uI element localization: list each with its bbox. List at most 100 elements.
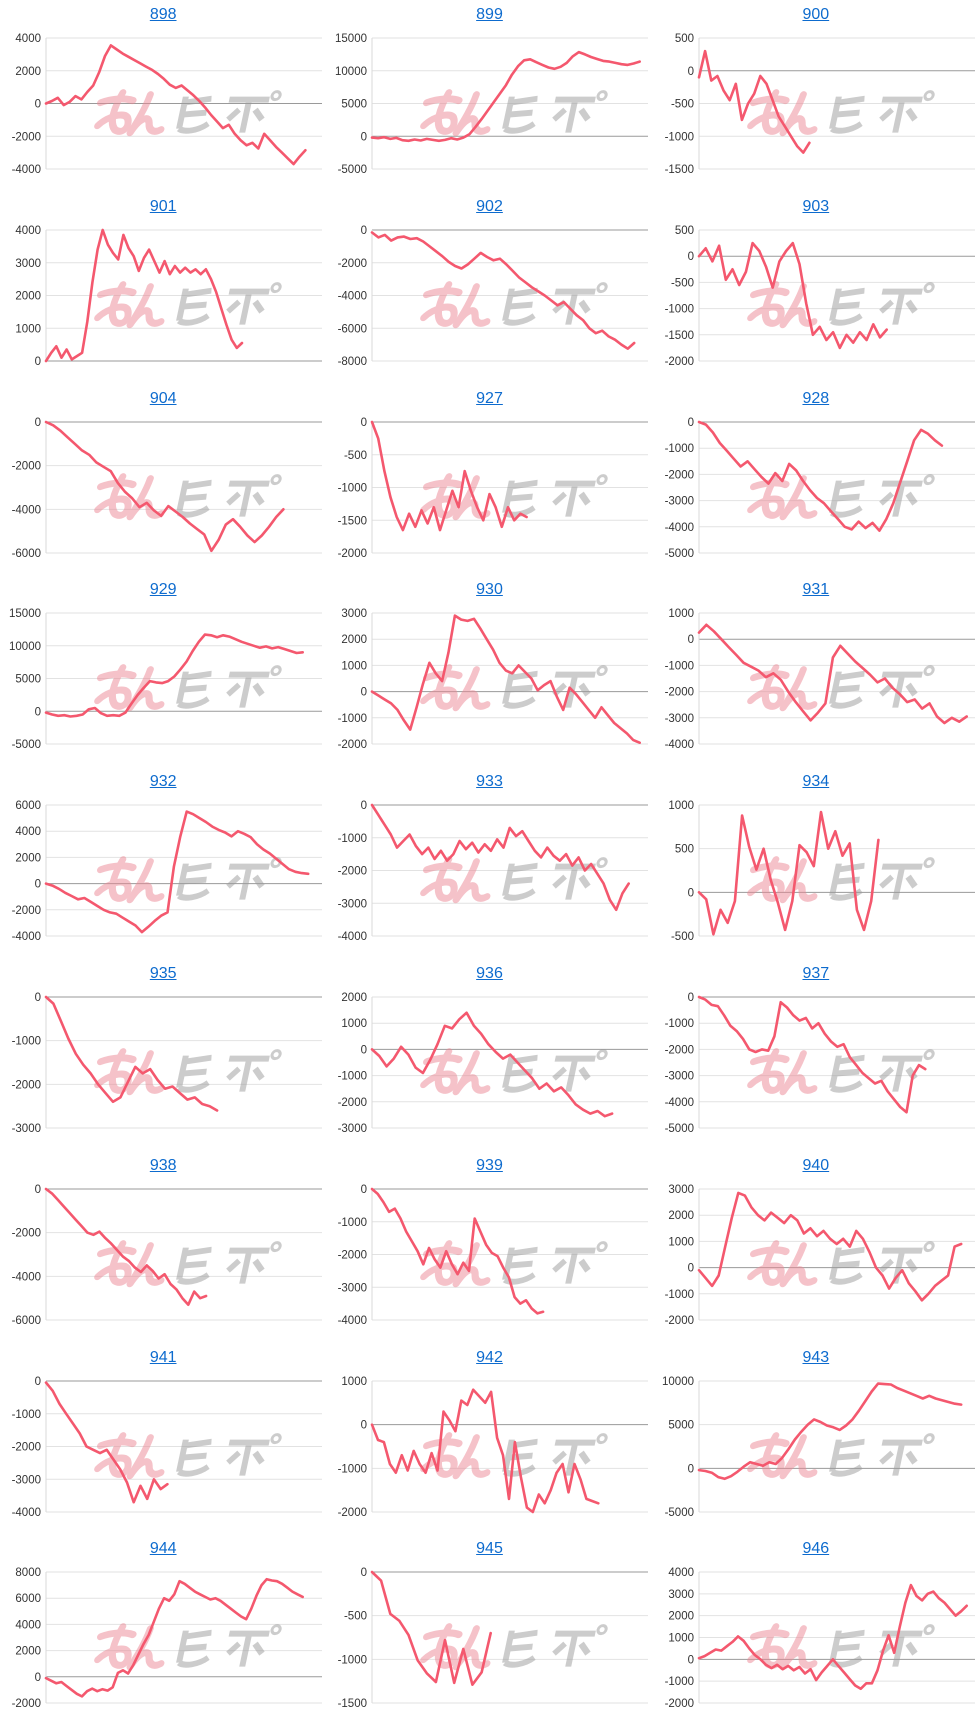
- chart-title-link[interactable]: 938: [149, 1156, 177, 1174]
- chart-title-link[interactable]: 944: [149, 1540, 177, 1558]
- chart-title-link[interactable]: 932: [149, 773, 177, 791]
- watermark-pink-stroke: [779, 1457, 818, 1479]
- chart-title-link[interactable]: 940: [802, 1156, 830, 1174]
- chart-title-link[interactable]: 943: [802, 1348, 830, 1366]
- watermark-logo: [746, 1431, 935, 1479]
- y-axis-tick-label: -2000: [12, 1698, 41, 1710]
- sparkline: [44, 1187, 208, 1306]
- watermark-gray-stroke: [252, 1066, 265, 1081]
- chart-title-link[interactable]: 900: [802, 6, 830, 23]
- watermark-pink-stroke: [126, 307, 165, 328]
- chart-title-link[interactable]: 946: [802, 1540, 830, 1558]
- chart-title-link[interactable]: 901: [149, 197, 177, 215]
- watermark-gray-stroke: [837, 671, 865, 682]
- y-axis-tick-label: 2000: [668, 1210, 694, 1222]
- chart-title-link[interactable]: 945: [476, 1540, 503, 1558]
- watermark-pink-stroke: [420, 1048, 458, 1094]
- chart-title-link[interactable]: 899: [476, 6, 503, 23]
- chart-title-link[interactable]: 929: [149, 581, 177, 599]
- watermark-gray-stroke: [184, 862, 212, 873]
- y-axis-tick-label: -5000: [664, 1507, 693, 1519]
- chart-title: 936: [326, 959, 652, 987]
- y-axis-tick-label: 10000: [335, 66, 367, 78]
- chart-title-link[interactable]: 928: [802, 389, 830, 407]
- watermark-gray-stroke: [837, 1630, 865, 1641]
- y-axis-tick-label: 1000: [15, 323, 41, 335]
- chart-title: 934: [653, 767, 979, 795]
- y-axis-tick-label: -1000: [664, 303, 693, 315]
- watermark-logo: [94, 280, 282, 328]
- watermark-gray-stroke: [176, 888, 210, 901]
- chart-title-link[interactable]: 934: [802, 773, 830, 791]
- watermark-gray-stroke: [226, 1066, 241, 1081]
- watermark-logo: [94, 89, 282, 137]
- watermark-gray-stroke: [176, 1080, 210, 1093]
- chart-cell: 938 0 -2000 -4000 -6000: [0, 1151, 326, 1343]
- chart-title-link[interactable]: 927: [476, 389, 503, 407]
- chart-title-link[interactable]: 902: [476, 197, 503, 215]
- chart-title-link[interactable]: 898: [149, 6, 177, 23]
- watermark-gray-stroke: [552, 1258, 568, 1273]
- chart-title-link[interactable]: 939: [476, 1156, 503, 1174]
- chart-title-link[interactable]: 941: [149, 1348, 177, 1366]
- y-axis-tick-label: 0: [361, 1184, 367, 1196]
- watermark-gray-stroke: [226, 491, 241, 506]
- watermark-gray-stroke: [905, 1066, 918, 1081]
- y-axis-tick-label: -3000: [338, 1282, 367, 1294]
- chart-title-link[interactable]: 937: [802, 964, 830, 982]
- watermark-gray-stroke: [181, 876, 207, 885]
- chart-title-link[interactable]: 904: [149, 389, 177, 407]
- watermark-gray-stroke: [834, 301, 860, 310]
- chart-title-link[interactable]: 936: [476, 964, 503, 982]
- y-axis-tick-label: -1000: [664, 1289, 693, 1301]
- watermark-pink-stroke: [746, 664, 785, 711]
- chart-title-link[interactable]: 931: [802, 581, 830, 599]
- sparkline: [697, 810, 880, 936]
- watermark-gray-stroke: [834, 1068, 860, 1077]
- watermark-gray-stroke: [239, 291, 253, 325]
- watermark-logo: [420, 856, 609, 904]
- chart-title-link[interactable]: 933: [476, 773, 503, 791]
- y-axis-tick-label: 0: [35, 992, 41, 1004]
- y-axis-tick-label: -500: [671, 277, 694, 289]
- chart-title: 902: [326, 192, 652, 220]
- y-axis-tick-label: -6000: [12, 548, 41, 560]
- chart-title-link[interactable]: 903: [802, 197, 830, 215]
- watermark-gray-stroke: [878, 874, 894, 889]
- chart-title-link[interactable]: 935: [149, 964, 177, 982]
- watermark-gray-stroke: [905, 491, 918, 506]
- watermark-logo: [746, 1239, 935, 1287]
- watermark-gray-stroke: [239, 675, 253, 709]
- chart-cell: 942 1000 0 -1000 -2000: [326, 1343, 652, 1535]
- y-axis-tick-label: 2000: [15, 1646, 41, 1658]
- y-axis-tick-label: 0: [687, 1262, 693, 1274]
- y-axis-tick-label: -1000: [664, 131, 693, 143]
- watermark-gray-stroke: [829, 1080, 863, 1093]
- watermark-handakuten-circle: [923, 665, 935, 677]
- watermark-gray-stroke: [184, 1438, 212, 1449]
- watermark-gray-stroke: [905, 107, 918, 122]
- y-axis-tick-label: -2000: [664, 469, 693, 481]
- chart-title: 945: [326, 1534, 652, 1562]
- y-axis-tick-label: 0: [361, 800, 367, 812]
- watermark-pink-stroke: [420, 280, 458, 327]
- watermark-gray-stroke: [252, 683, 265, 698]
- watermark-gray-stroke: [837, 1438, 865, 1449]
- chart-title-link[interactable]: 942: [476, 1348, 503, 1366]
- chart-title-link[interactable]: 930: [476, 581, 503, 599]
- y-axis-tick-label: -2000: [664, 1698, 693, 1710]
- watermark-gray-stroke: [226, 1450, 241, 1465]
- y-axis-tick-label: -5000: [664, 1123, 693, 1135]
- watermark-handakuten-circle: [596, 90, 609, 102]
- sparkline: [697, 49, 811, 154]
- watermark-gray-stroke: [565, 1634, 579, 1668]
- chart-cell: 943 10000 5000 0 -5000: [653, 1343, 979, 1535]
- watermark-gray-stroke: [239, 1250, 253, 1284]
- y-axis-tick-label: -2000: [664, 1315, 693, 1327]
- watermark-pink-stroke: [126, 115, 165, 137]
- watermark-pink-stroke: [779, 307, 818, 328]
- watermark-gray-stroke: [239, 1634, 253, 1668]
- chart-svg: 0 -2000 -4000 -6000: [12, 417, 322, 560]
- chart-svg: 4000 3000 2000 1000 0: [15, 225, 322, 368]
- y-axis-tick-label: 1000: [342, 1018, 368, 1030]
